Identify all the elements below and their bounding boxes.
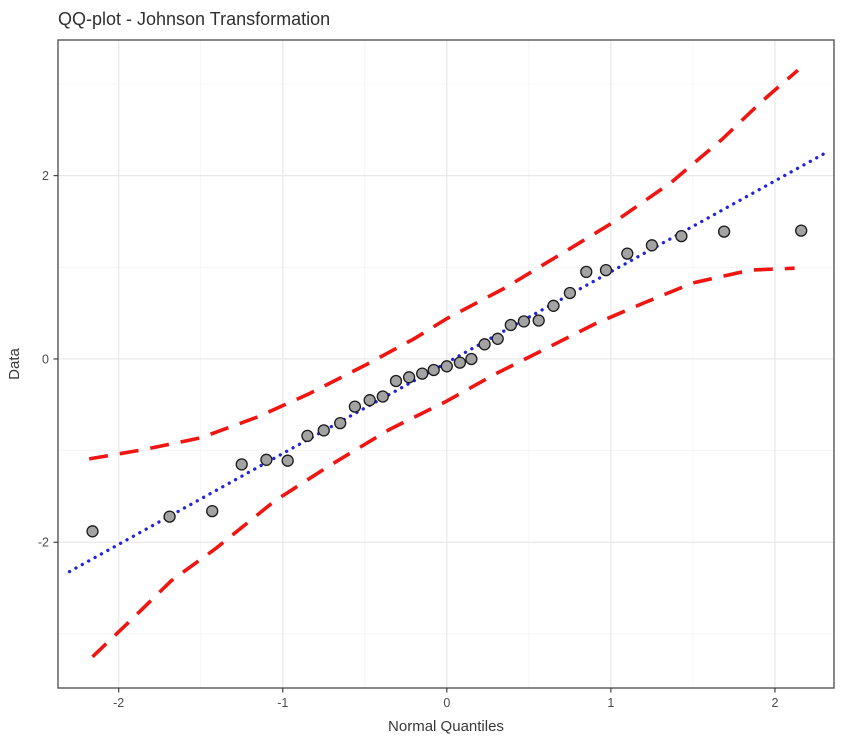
x-tick-label: -1: [277, 696, 288, 710]
y-tick-label: 0: [42, 352, 49, 366]
data-point: [621, 247, 634, 260]
x-tick-label: -2: [113, 696, 124, 710]
panel-border: [57, 39, 835, 689]
data-point: [645, 239, 659, 252]
data-point: [235, 458, 248, 471]
data-point: [440, 360, 453, 373]
data-point: [206, 504, 219, 518]
data-point: [163, 510, 176, 523]
x-axis-title: Normal Quantiles: [388, 718, 504, 735]
data-point: [363, 394, 376, 407]
chart-title: QQ-plot - Johnson Transformation: [58, 9, 330, 29]
y-axis-title: Data: [6, 348, 23, 380]
plot-axes: -2 -1 0 1 2 -2 0 2: [38, 39, 835, 710]
data-point: [491, 332, 504, 345]
x-tick-label: 0: [443, 696, 450, 710]
data-point: [348, 400, 362, 413]
upper-confidence-band: [88, 68, 800, 461]
y-tick-label: 2: [42, 169, 49, 183]
x-tick-label: 1: [607, 696, 614, 710]
data-point: [427, 363, 440, 377]
x-tick-label: 2: [771, 696, 778, 710]
data-point: [675, 229, 688, 243]
data-point: [580, 265, 593, 279]
data-point: [465, 352, 478, 366]
data-point: [599, 263, 613, 277]
data-point: [281, 454, 294, 467]
data-point: [416, 367, 429, 380]
data-point: [563, 286, 577, 300]
data-point: [547, 299, 560, 312]
data-point: [402, 371, 416, 384]
data-point: [717, 225, 731, 238]
y-tick-label: -2: [38, 536, 49, 550]
data-point: [795, 224, 808, 237]
data-point: [453, 356, 467, 369]
lower-confidence-band: [91, 266, 795, 659]
data-point: [478, 338, 491, 351]
data-point: [260, 453, 273, 466]
data-point: [532, 314, 545, 327]
data-point: [317, 424, 330, 437]
data-point: [504, 318, 517, 332]
data-point: [86, 525, 99, 538]
data-point: [517, 315, 531, 328]
plot-marks: [67, 68, 826, 659]
data-point: [376, 390, 389, 403]
data-point: [389, 374, 403, 388]
data-point: [301, 429, 314, 443]
data-point: [334, 416, 347, 430]
